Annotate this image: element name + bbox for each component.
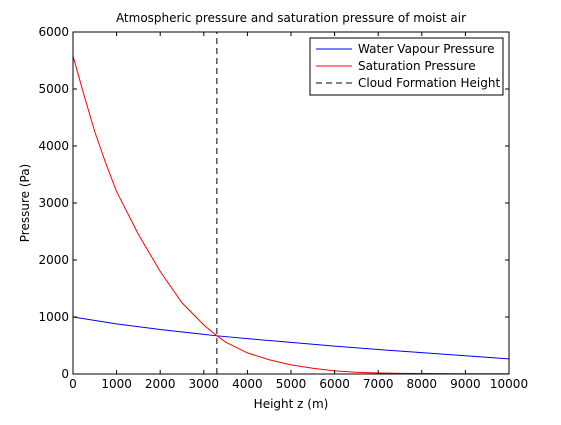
x-tick-label: 0 bbox=[69, 377, 77, 391]
x-tick-label: 7000 bbox=[363, 377, 394, 391]
legend-label-water-vapour-pressure: Water Vapour Pressure bbox=[358, 42, 494, 56]
legend: Water Vapour Pressure Saturation Pressure… bbox=[309, 37, 504, 96]
x-tick-label: 6000 bbox=[319, 377, 350, 391]
series-line-saturation-pressure bbox=[72, 55, 509, 375]
x-tick-label: 10000 bbox=[490, 377, 528, 391]
legend-label-saturation-pressure: Saturation Pressure bbox=[358, 59, 476, 73]
chart-title: Atmospheric pressure and saturation pres… bbox=[116, 11, 466, 25]
series-line-water-vapour-pressure bbox=[72, 316, 510, 360]
x-tick-label: 5000 bbox=[276, 377, 307, 391]
x-tick-label: 8000 bbox=[407, 377, 438, 391]
x-tick-label: 3000 bbox=[189, 377, 220, 391]
y-tick-label: 6000 bbox=[38, 25, 69, 39]
y-axis-label: Pressure (Pa) bbox=[18, 164, 32, 242]
legend-label-cloud-formation-height: Cloud Formation Height bbox=[358, 76, 500, 90]
x-tick-label: 1000 bbox=[101, 377, 132, 391]
x-axis-label: Height z (m) bbox=[254, 397, 329, 411]
y-tick-label: 4000 bbox=[38, 139, 69, 153]
y-tick-label: 3000 bbox=[38, 196, 69, 210]
axes-layer: 0 1000 2000 3000 4000 5000 6000 7000 8000 9000 100… bbox=[38, 25, 528, 391]
series-layer bbox=[72, 32, 510, 375]
x-tick-label: 9000 bbox=[450, 377, 481, 391]
y-tick-label: 1000 bbox=[38, 310, 69, 324]
x-tick-label: 2000 bbox=[145, 377, 176, 391]
y-tick-label: 2000 bbox=[38, 253, 69, 267]
y-tick-label: 5000 bbox=[38, 82, 69, 96]
x-tick-label: 4000 bbox=[232, 377, 263, 391]
y-tick-label: 0 bbox=[61, 367, 69, 381]
